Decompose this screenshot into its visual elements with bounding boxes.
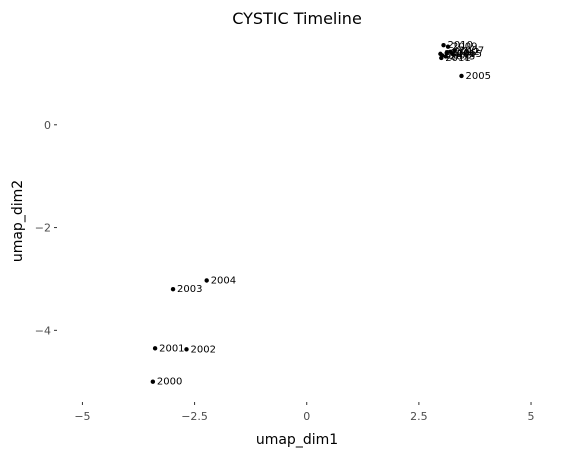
data-point [441,42,446,48]
data-point [152,346,158,351]
point-label: 2004 [211,275,236,286]
x-tick-label: 0 [303,410,310,423]
point-labels: 2000 2001 2002 2003 2004 2005 2006200720082009… [157,40,491,388]
point-label: 2008 [446,50,471,61]
y-tick-label: 0 [44,119,51,132]
x-tick-label: 2.5 [410,410,428,423]
y-tick-label: −4 [35,324,51,337]
point-label: 2010 [448,40,473,51]
point-label: 2011 [445,53,470,64]
data-point [452,48,457,53]
data-point [438,51,443,57]
y-axis: 0 −2 −4 [35,119,57,337]
data-point [444,50,449,56]
point-label: 2009 [452,42,477,53]
data-point [443,54,448,59]
point-label: 2006 [451,48,476,59]
point-label: 2015 [457,49,482,60]
data-point [170,287,176,292]
data-points [150,42,464,384]
point-label: 2002 [191,344,216,355]
data-point [204,278,209,283]
data-point [150,379,156,384]
point-label: 2013 [450,51,475,62]
point-label: 2012 [454,47,479,58]
point-label: 2003 [177,284,202,295]
point-label: 2000 [157,377,182,388]
x-tick-label: 5 [528,410,535,423]
x-axis-title: umap_dim1 [256,432,338,448]
x-tick-label: −2.5 [181,410,208,423]
data-point [184,347,189,352]
chart-title: CYSTIC Timeline [232,9,362,28]
data-point [445,44,451,49]
point-label: 2007 [459,45,484,56]
y-axis-title: umap_dim2 [10,180,26,262]
x-tick-label: −5 [74,410,90,423]
y-tick-label: −2 [35,222,51,235]
data-point [450,51,455,57]
data-point [459,73,464,79]
point-label: 2005 [465,71,490,82]
x-axis: −5 −2.5 0 2.5 5 [74,402,535,423]
point-label: 2014 [444,49,469,60]
data-point [439,55,444,61]
point-label: 2001 [159,343,184,354]
